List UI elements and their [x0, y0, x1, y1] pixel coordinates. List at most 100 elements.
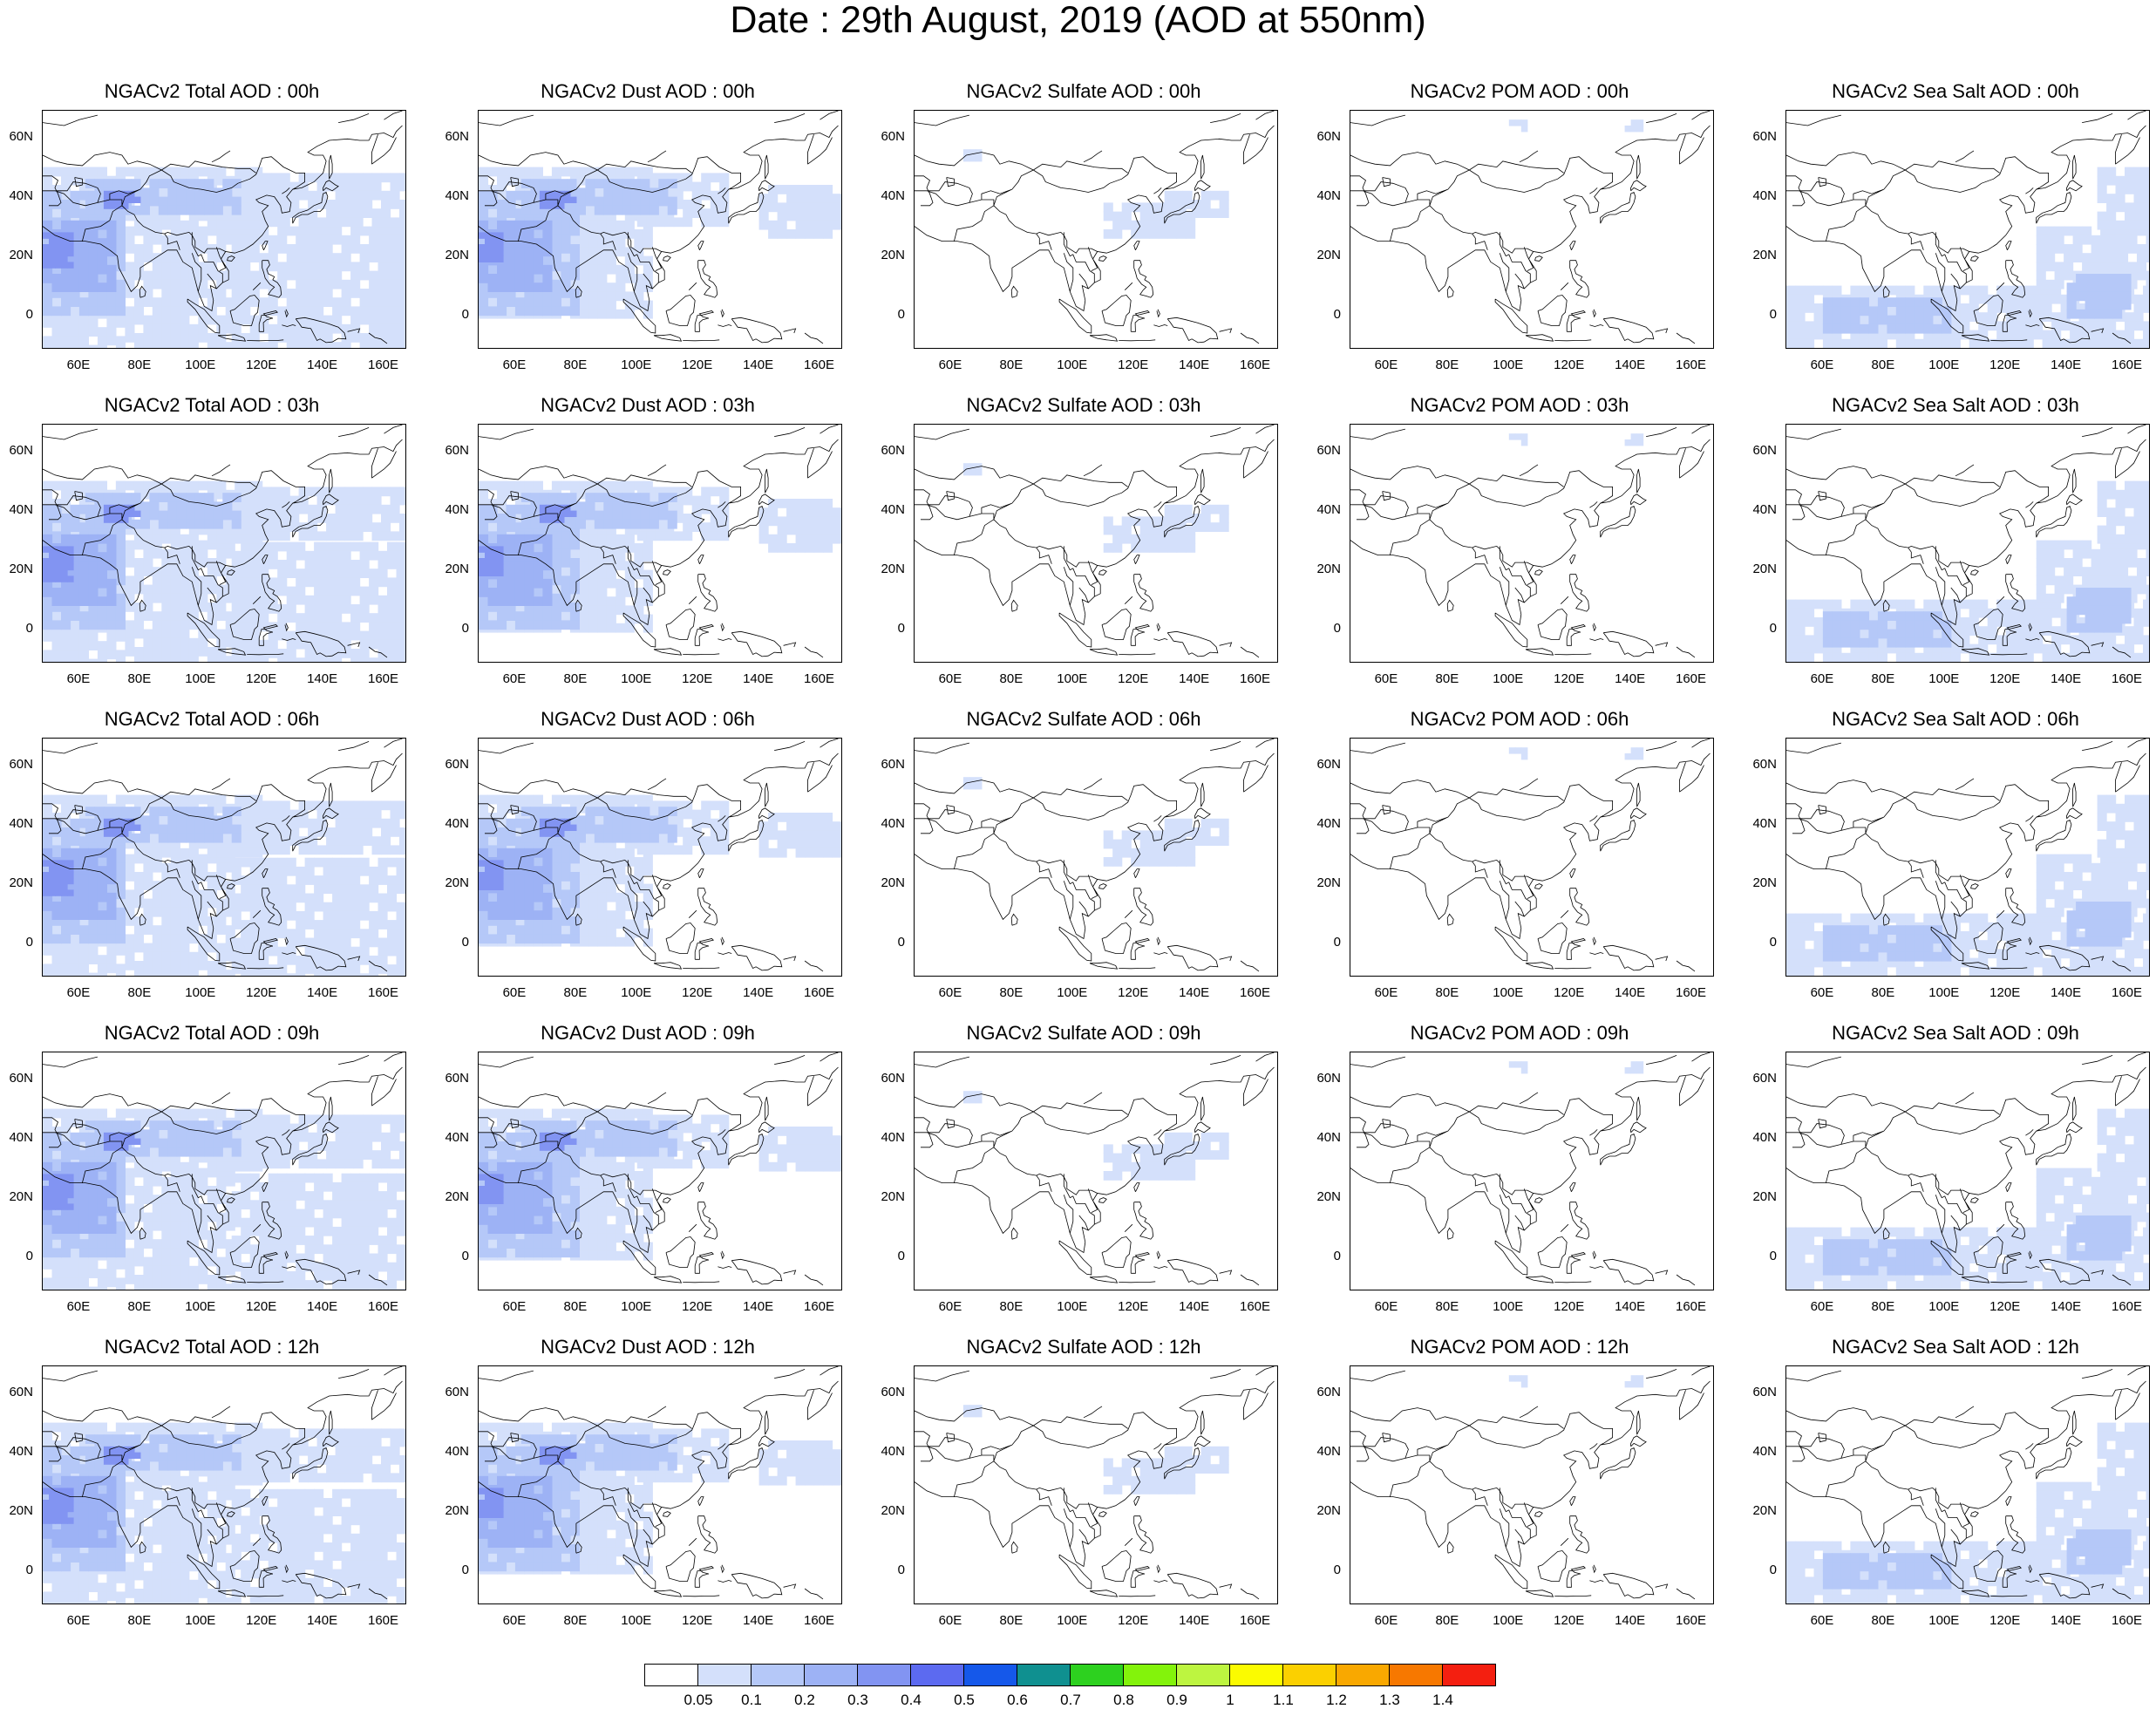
- lon-tick-label: 60E: [503, 1299, 527, 1314]
- aod-shading: [1509, 1375, 1643, 1387]
- lon-tick-label: 100E: [185, 357, 215, 372]
- lon-tick-label: 160E: [368, 1613, 398, 1628]
- map-frame: [914, 1365, 1278, 1604]
- lon-tick-label: 100E: [1057, 357, 1087, 372]
- lat-tick-label: 20N: [9, 562, 33, 576]
- panel-title: NGACv2 Dust AOD : 03h: [443, 394, 853, 417]
- colorbar-label: 0.05: [684, 1692, 712, 1709]
- lon-tick-label: 80E: [128, 1299, 152, 1314]
- panel-title: NGACv2 POM AOD : 00h: [1315, 80, 1724, 103]
- lon-tick-label: 140E: [2051, 357, 2081, 372]
- aod-map: [1350, 1052, 1713, 1290]
- lon-tick-label: 120E: [1554, 985, 1584, 1000]
- lon-tick-label: 160E: [2112, 357, 2142, 372]
- lat-tick-label: 60N: [445, 443, 469, 458]
- aod-shading: [1509, 119, 1643, 132]
- coastlines: [1350, 1052, 1711, 1285]
- lat-tick-label: 60N: [881, 1071, 905, 1086]
- lon-tick-label: 160E: [1676, 985, 1706, 1000]
- lat-tick-label: 20N: [1316, 248, 1341, 262]
- lat-tick-label: 60N: [1752, 443, 1777, 458]
- colorbar-label: 1.1: [1273, 1692, 1294, 1709]
- panel-title: NGACv2 Sea Salt AOD : 03h: [1751, 394, 2156, 417]
- lat-tick-label: 60N: [1316, 757, 1341, 772]
- lat-tick-label: 20N: [9, 875, 33, 890]
- lon-tick-label: 80E: [1872, 671, 1895, 686]
- colorbar-swatch: [1070, 1664, 1124, 1686]
- lon-tick-label: 120E: [1554, 671, 1584, 686]
- lat-tick-label: 0: [1770, 935, 1777, 950]
- lon-tick-label: 80E: [1000, 1613, 1024, 1628]
- lon-tick-label: 100E: [1928, 671, 1959, 686]
- lat-tick-label: 0: [462, 621, 469, 636]
- lat-tick-label: 60N: [1752, 1385, 1777, 1399]
- aod-shading: [1786, 167, 2149, 348]
- lon-tick-label: 80E: [1000, 357, 1024, 372]
- aod-map: [1350, 739, 1713, 976]
- panel-title: NGACv2 POM AOD : 06h: [1315, 708, 1724, 731]
- panel-title: NGACv2 Total AOD : 06h: [7, 708, 417, 731]
- aod-map: [1786, 739, 2149, 976]
- lon-tick-label: 120E: [1989, 1299, 2020, 1314]
- lon-tick-label: 60E: [939, 1613, 962, 1628]
- lon-tick-label: 140E: [2051, 1613, 2081, 1628]
- lon-tick-label: 100E: [1493, 985, 1523, 1000]
- lon-tick-label: 140E: [307, 1299, 337, 1314]
- lon-tick-label: 140E: [1615, 357, 1645, 372]
- lon-tick-label: 100E: [1493, 1613, 1523, 1628]
- lat-tick-label: 20N: [881, 1189, 905, 1204]
- lat-tick-label: 60N: [881, 443, 905, 458]
- lon-tick-label: 140E: [743, 671, 773, 686]
- panel-title: NGACv2 Sulfate AOD : 03h: [879, 394, 1289, 417]
- lon-tick-label: 60E: [1375, 357, 1398, 372]
- aod-shading: [1509, 747, 1643, 759]
- map-frame: [1350, 1365, 1714, 1604]
- lat-tick-label: 0: [1770, 1563, 1777, 1577]
- lat-tick-label: 40N: [1752, 502, 1777, 517]
- coastlines: [915, 111, 1275, 344]
- aod-map: [1786, 1052, 2149, 1290]
- lat-tick-label: 20N: [9, 1503, 33, 1518]
- lat-tick-label: 0: [462, 1563, 469, 1577]
- lon-tick-label: 60E: [1811, 1613, 1834, 1628]
- lon-tick-label: 60E: [1811, 671, 1834, 686]
- map-frame: [42, 110, 406, 349]
- colorbar-swatch: [963, 1664, 1017, 1686]
- lat-tick-label: 40N: [445, 1444, 469, 1459]
- lon-tick-label: 80E: [1000, 1299, 1024, 1314]
- coastlines: [915, 425, 1275, 657]
- aod-shading: [1509, 433, 1643, 446]
- lon-tick-label: 60E: [67, 671, 91, 686]
- colorbar-label: 0.3: [847, 1692, 868, 1709]
- lon-tick-label: 140E: [1615, 985, 1645, 1000]
- lon-tick-label: 80E: [128, 671, 152, 686]
- aod-map: [43, 1366, 405, 1603]
- lat-tick-label: 0: [26, 935, 33, 950]
- lon-tick-label: 80E: [564, 671, 588, 686]
- lat-tick-label: 60N: [9, 1385, 33, 1399]
- lon-tick-label: 100E: [1493, 671, 1523, 686]
- lon-tick-label: 60E: [503, 1613, 527, 1628]
- aod-map: [915, 425, 1277, 662]
- lon-tick-label: 120E: [246, 1613, 276, 1628]
- lon-tick-label: 120E: [246, 985, 276, 1000]
- lat-tick-label: 0: [1770, 1249, 1777, 1263]
- lat-tick-label: 40N: [1316, 1444, 1341, 1459]
- lon-tick-label: 60E: [1375, 1613, 1398, 1628]
- colorbar-label: 0.1: [741, 1692, 762, 1709]
- panel-title: NGACv2 Total AOD : 12h: [7, 1336, 417, 1358]
- lat-tick-label: 60N: [1316, 129, 1341, 144]
- lon-tick-label: 80E: [564, 1613, 588, 1628]
- lat-tick-label: 20N: [1752, 1503, 1777, 1518]
- lon-tick-label: 120E: [1554, 1299, 1584, 1314]
- lon-tick-label: 120E: [682, 1613, 712, 1628]
